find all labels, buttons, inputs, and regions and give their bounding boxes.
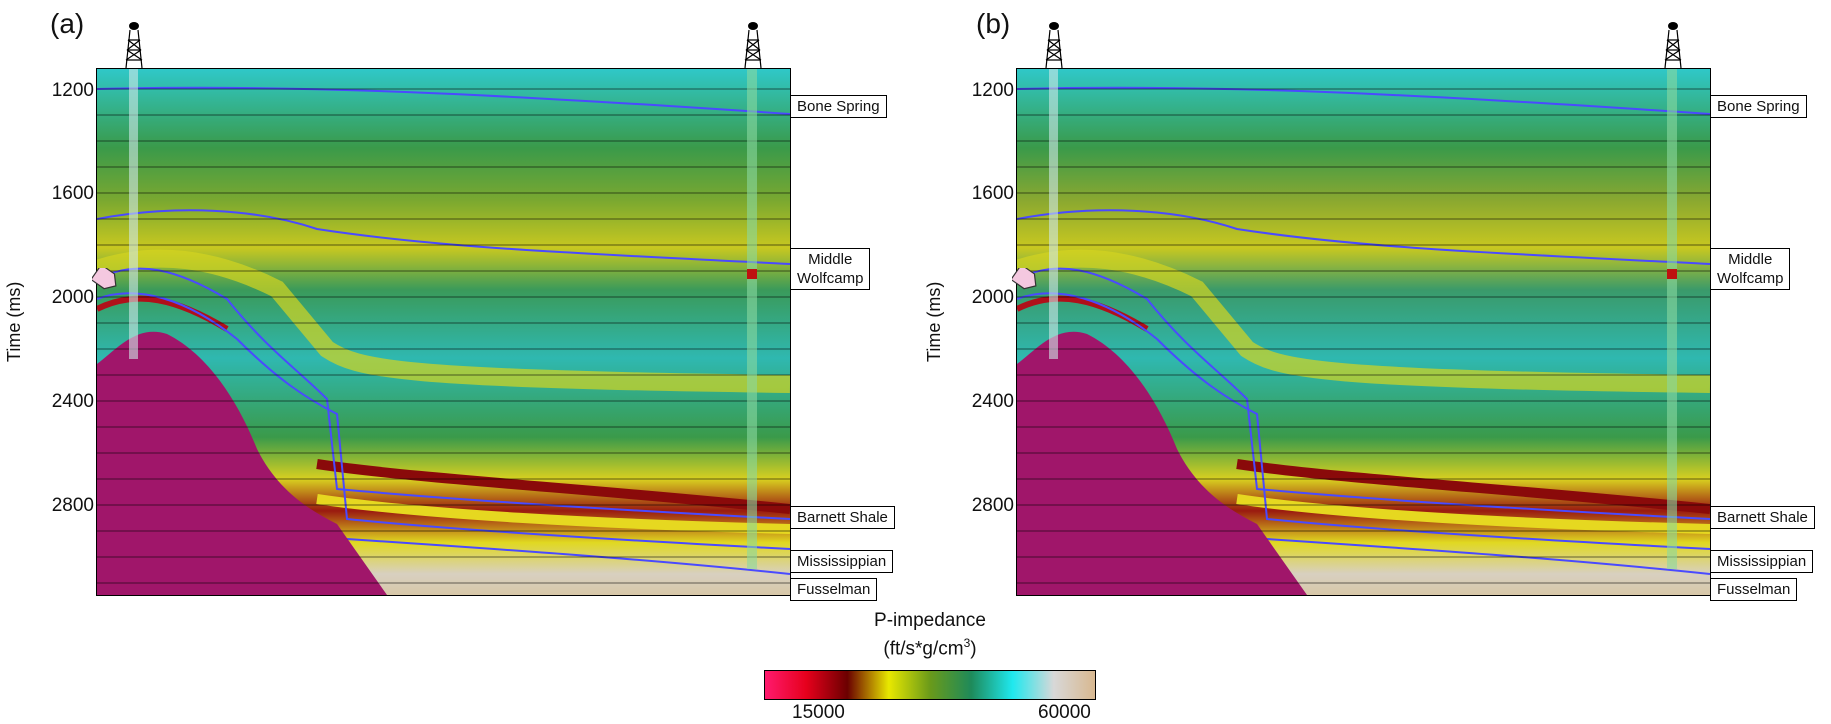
panel-letter: (a) xyxy=(50,8,85,39)
horizon-label-middle-wolfcamp: Middle Wolfcamp xyxy=(790,248,871,290)
horizon-label-fusselman: Fusselman xyxy=(790,578,878,601)
colorbar xyxy=(764,670,1096,700)
seismic-section xyxy=(1016,68,1711,596)
horizon-label-barnett-shale: Barnett Shale xyxy=(790,506,895,529)
arrow-marker-icon xyxy=(1012,268,1037,290)
arrow-marker-icon xyxy=(92,268,117,290)
horizon-label-mississippian: Mississippian xyxy=(790,550,894,573)
y-tick: 2000 xyxy=(971,287,1014,308)
y-tick: 2800 xyxy=(51,495,94,516)
y-tick: 2400 xyxy=(51,391,94,412)
panel-b: (b) Time (ms) 1200 1600 2000 2400 2800 xyxy=(920,0,1831,601)
seismic-section xyxy=(96,68,791,596)
colorbar-min-label: 15000 xyxy=(792,702,845,723)
y-tick: 2400 xyxy=(971,391,1014,412)
y-tick: 1600 xyxy=(971,183,1014,204)
horizon-label-bone-spring: Bone Spring xyxy=(1710,95,1807,118)
drilling-rig-icon xyxy=(125,22,143,69)
panel-a: (a) Time (ms) 1200 1600 2000 2400 2800 xyxy=(0,0,915,601)
y-tick: 1200 xyxy=(971,80,1014,101)
drilling-rig-icon xyxy=(1045,22,1063,69)
colorbar-max-label: 60000 xyxy=(1038,702,1091,723)
horizon-label-mississippian: Mississippian xyxy=(1710,550,1814,573)
colorbar-legend: P-impedance (ft/s*g/cm3) 15000 60000 xyxy=(700,610,1150,724)
y-tick: 1200 xyxy=(51,80,94,101)
horizon-label-middle-wolfcamp: Middle Wolfcamp xyxy=(1710,248,1791,290)
panel-letter: (b) xyxy=(976,8,1011,39)
drilling-rig-icon xyxy=(1664,22,1682,69)
y-axis-title: Time (ms) xyxy=(924,281,944,362)
horizon-label-barnett-shale: Barnett Shale xyxy=(1710,506,1815,529)
horizon-label-bone-spring: Bone Spring xyxy=(790,95,887,118)
horizon-label-fusselman: Fusselman xyxy=(1710,578,1798,601)
colorbar-units: (ft/s*g/cm3) xyxy=(883,636,977,660)
y-tick: 2800 xyxy=(971,495,1014,516)
y-tick: 1600 xyxy=(51,183,94,204)
drilling-rig-icon xyxy=(744,22,762,69)
y-axis-title: Time (ms) xyxy=(4,281,24,362)
y-tick: 2000 xyxy=(51,287,94,308)
colorbar-title: P-impedance xyxy=(874,610,986,631)
